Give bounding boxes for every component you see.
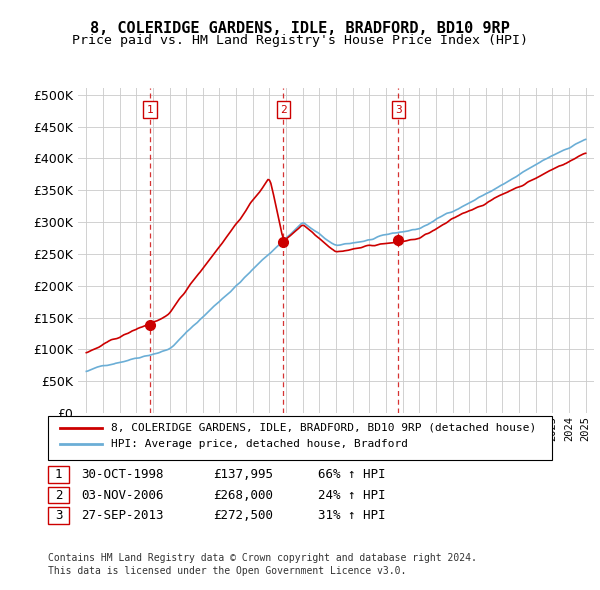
Text: This data is licensed under the Open Government Licence v3.0.: This data is licensed under the Open Gov…	[48, 566, 406, 576]
Text: 1: 1	[146, 104, 154, 114]
Text: £137,995: £137,995	[213, 468, 273, 481]
Text: £272,500: £272,500	[213, 509, 273, 522]
Text: 3: 3	[55, 509, 62, 522]
Text: 24% ↑ HPI: 24% ↑ HPI	[318, 489, 386, 502]
Text: 27-SEP-2013: 27-SEP-2013	[81, 509, 163, 522]
Text: 1: 1	[55, 468, 62, 481]
Text: 2: 2	[280, 104, 287, 114]
Text: HPI: Average price, detached house, Bradford: HPI: Average price, detached house, Brad…	[111, 439, 408, 448]
Text: 66% ↑ HPI: 66% ↑ HPI	[318, 468, 386, 481]
Text: 8, COLERIDGE GARDENS, IDLE, BRADFORD, BD10 9RP (detached house): 8, COLERIDGE GARDENS, IDLE, BRADFORD, BD…	[111, 423, 536, 432]
Text: 2: 2	[55, 489, 62, 502]
Text: 8, COLERIDGE GARDENS, IDLE, BRADFORD, BD10 9RP: 8, COLERIDGE GARDENS, IDLE, BRADFORD, BD…	[90, 21, 510, 35]
Text: Price paid vs. HM Land Registry's House Price Index (HPI): Price paid vs. HM Land Registry's House …	[72, 34, 528, 47]
Text: 3: 3	[395, 104, 401, 114]
Text: Contains HM Land Registry data © Crown copyright and database right 2024.: Contains HM Land Registry data © Crown c…	[48, 553, 477, 562]
Text: 30-OCT-1998: 30-OCT-1998	[81, 468, 163, 481]
Text: 03-NOV-2006: 03-NOV-2006	[81, 489, 163, 502]
Text: 31% ↑ HPI: 31% ↑ HPI	[318, 509, 386, 522]
Text: £268,000: £268,000	[213, 489, 273, 502]
